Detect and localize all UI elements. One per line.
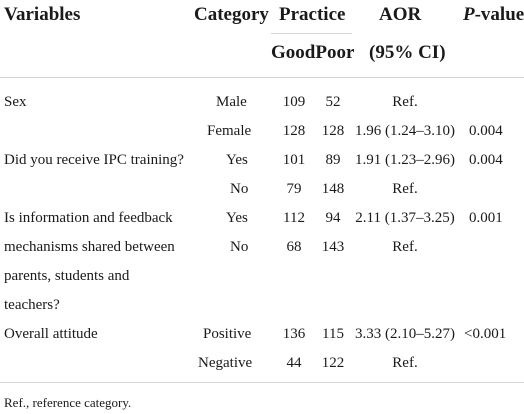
row-good: 136 xyxy=(282,326,306,342)
row-poor: 143 xyxy=(321,239,345,255)
table-bottom-rule xyxy=(0,382,524,383)
row-p: 0.004 xyxy=(469,123,503,139)
row-p: 0.001 xyxy=(469,210,503,226)
header-good-poor: GoodPoor xyxy=(271,43,354,62)
row-good: 112 xyxy=(283,210,305,226)
row-category: No xyxy=(230,239,249,255)
row-good: 101 xyxy=(282,152,306,168)
row-category: Yes xyxy=(226,152,248,168)
row-category: No xyxy=(230,181,249,197)
header-variables: Variables xyxy=(4,4,81,25)
row-variable: parents, students and xyxy=(4,268,130,284)
row-good: 79 xyxy=(286,181,302,197)
row-variable: teachers? xyxy=(4,297,60,313)
row-aor: 3.33 (2.10–5.27) xyxy=(355,326,455,342)
row-variable: mechanisms shared between xyxy=(4,239,175,255)
row-variable: Did you receive IPC training? xyxy=(4,152,184,168)
row-p: <0.001 xyxy=(464,326,507,342)
row-aor: 2.11 (1.37–3.25) xyxy=(355,210,455,226)
header-p-value: P-value xyxy=(463,5,524,24)
row-category: Male xyxy=(216,94,247,110)
row-poor: 148 xyxy=(321,181,345,197)
row-aor: Ref. xyxy=(392,355,418,371)
row-variable: Overall attitude xyxy=(4,326,98,342)
row-good: 68 xyxy=(286,239,302,255)
row-aor: Ref. xyxy=(392,94,418,110)
header-good: Good xyxy=(271,42,316,63)
header-ci: (95% CI) xyxy=(369,42,446,63)
row-category: Negative xyxy=(198,355,253,371)
header-p-rest: -value xyxy=(474,4,524,25)
row-poor: 128 xyxy=(321,123,345,139)
header-poor: Poor xyxy=(315,42,355,63)
row-poor: 122 xyxy=(321,355,345,371)
row-aor: Ref. xyxy=(392,239,418,255)
header-aor: AOR xyxy=(379,4,422,25)
row-poor: 52 xyxy=(325,94,341,110)
header-rule xyxy=(0,77,524,78)
header-p-italic: P xyxy=(463,4,475,25)
row-aor: 1.96 (1.24–3.10) xyxy=(355,123,455,139)
practice-underline xyxy=(271,33,352,34)
row-poor: 115 xyxy=(322,326,344,342)
row-poor: 94 xyxy=(325,210,341,226)
row-variable: Is information and feedback xyxy=(4,210,173,226)
row-category: Positive xyxy=(203,326,252,342)
header-category: Category xyxy=(194,4,269,25)
row-aor: 1.91 (1.23–2.96) xyxy=(355,152,455,168)
row-category: Female xyxy=(207,123,252,139)
row-aor: Ref. xyxy=(392,181,418,197)
row-good: 128 xyxy=(282,123,306,139)
row-category: Yes xyxy=(226,210,248,226)
table-footnote: Ref., reference category. xyxy=(4,395,132,410)
row-variable: Sex xyxy=(4,94,27,110)
row-poor: 89 xyxy=(325,152,341,168)
header-practice: Practice xyxy=(279,4,346,25)
row-p: 0.004 xyxy=(469,152,503,168)
row-good: 44 xyxy=(286,355,302,371)
row-good: 109 xyxy=(282,94,306,110)
